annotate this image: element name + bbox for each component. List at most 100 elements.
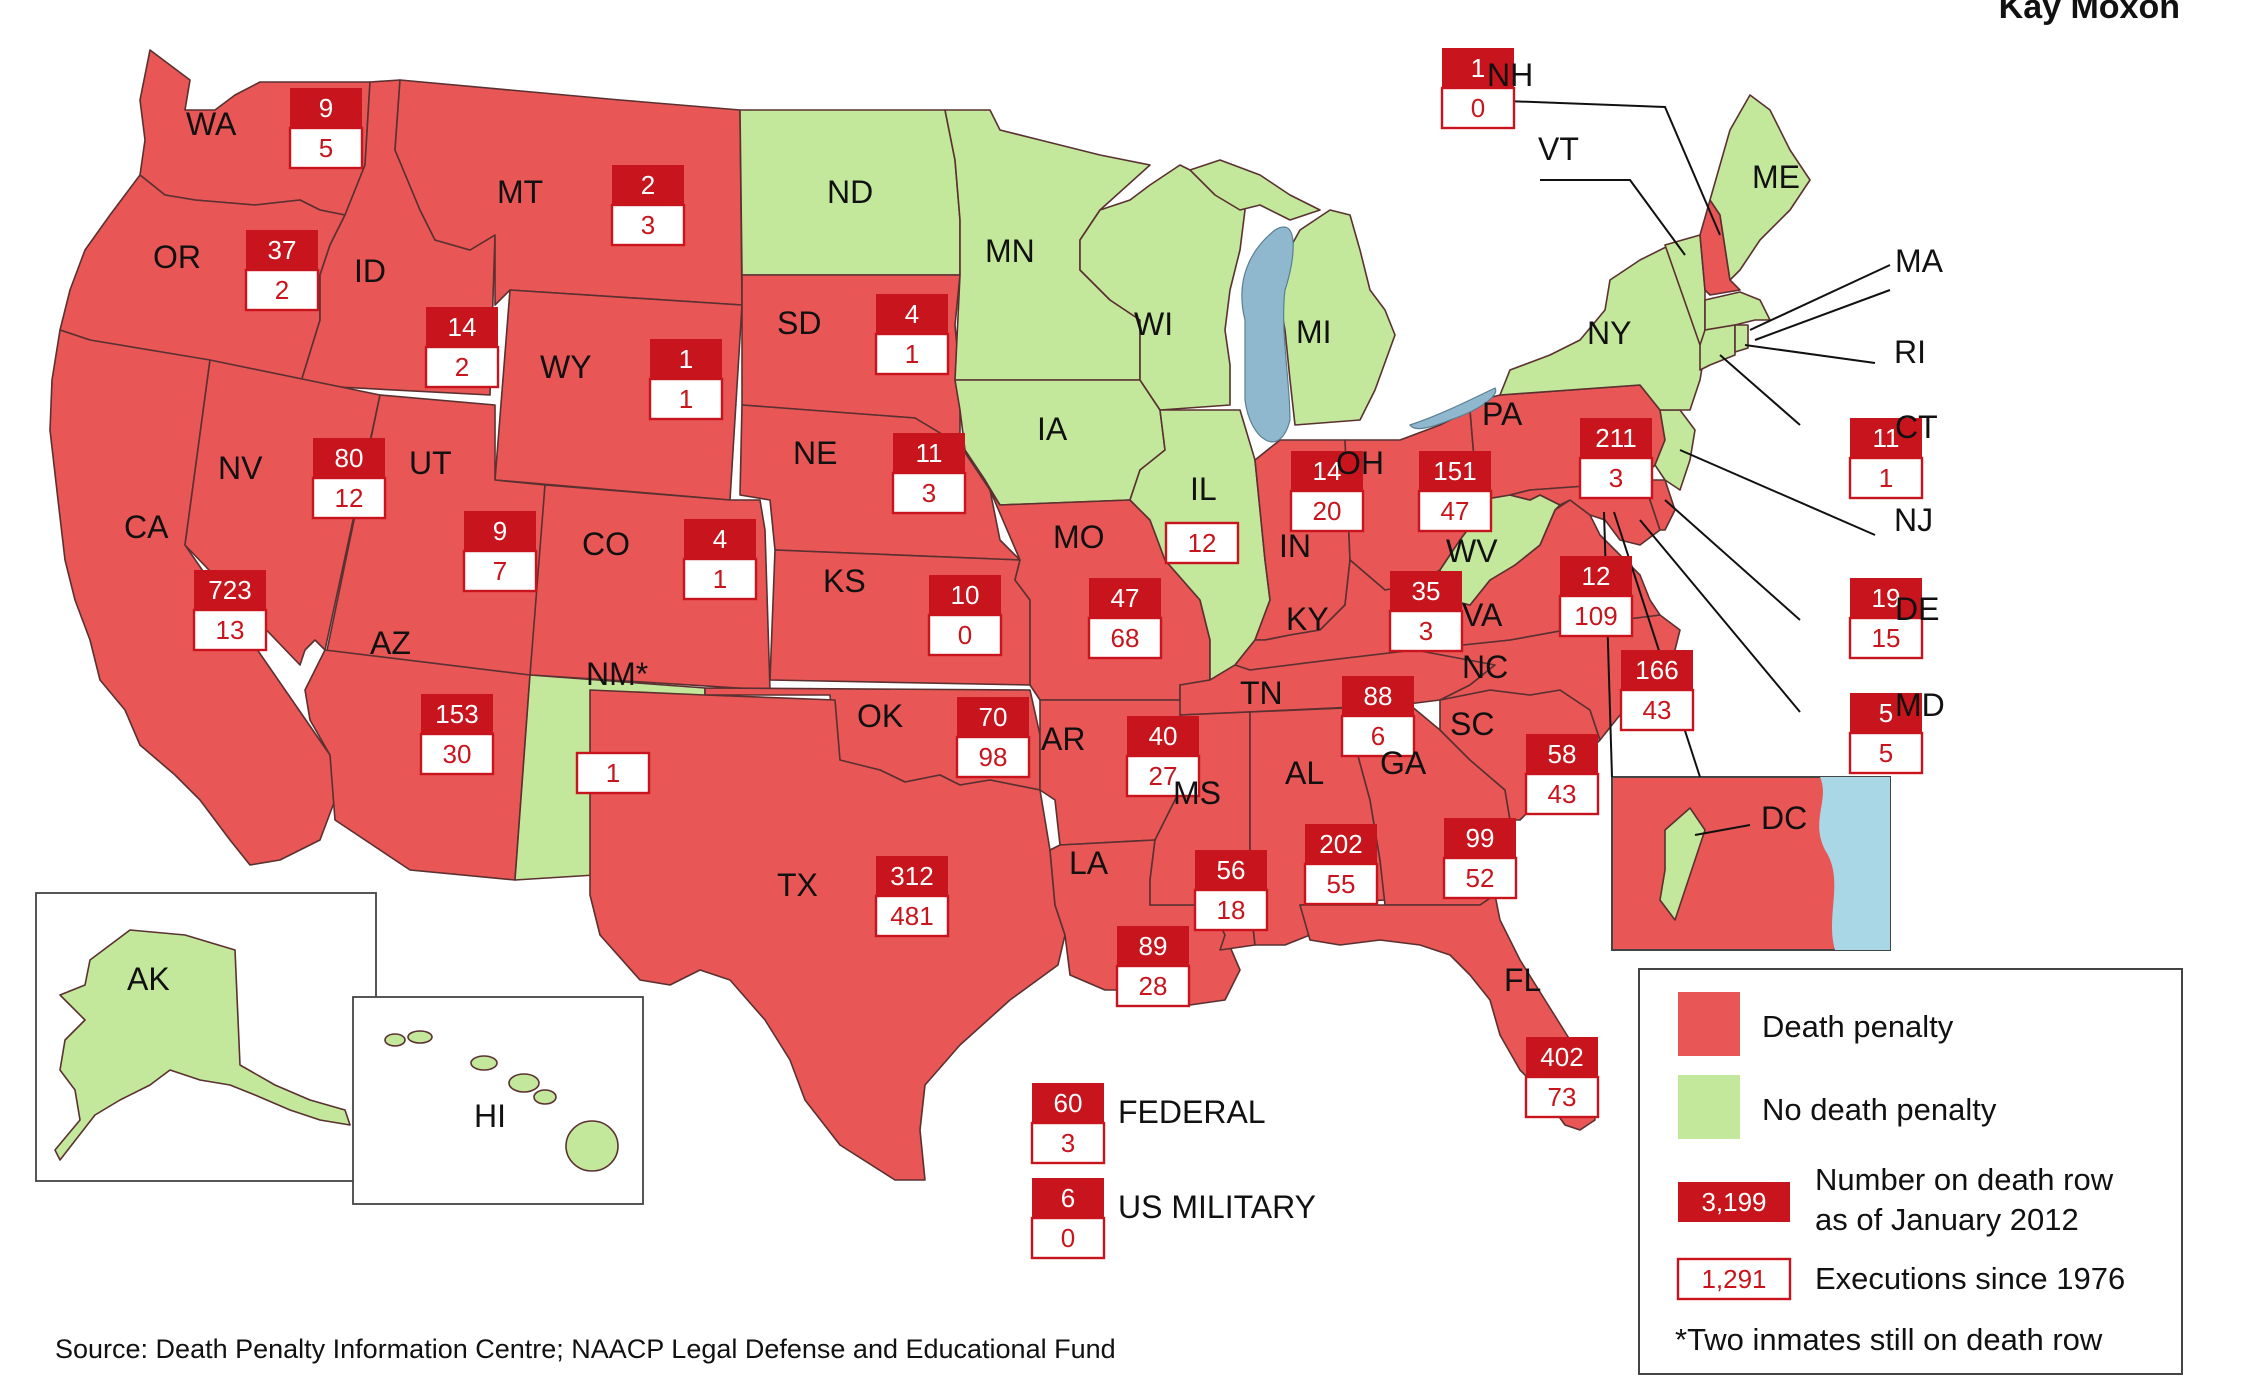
state-NV-executions-box [311,476,387,520]
state-AZ-death-row-box [421,694,493,734]
state-TX-death-row-box [876,856,948,896]
state-OR-executions-value: 2 [275,275,289,305]
state-VA-death-row-value: 12 [1582,561,1611,591]
label-IL: IL [1190,471,1217,507]
label-OR: OR [153,239,201,275]
us-military-executions-value: 0 [1061,1223,1075,1253]
legend-executions-box [1676,1257,1792,1301]
state-AR-death-row-box [1127,716,1199,756]
state-CT-death-row-value: 11 [1873,423,1900,453]
state-SD-executions-box [874,332,950,376]
state-NV-death-row-box [313,438,385,478]
state-WI [1079,164,1246,411]
state-NE-executions-box [891,471,967,515]
state-TN-executions-value: 6 [1371,721,1385,751]
label-ID: ID [354,253,386,289]
state-MD-executions-value: 5 [1879,738,1893,768]
label-LA: LA [1069,845,1109,881]
state-CO-death-row-box [684,519,756,559]
state-SC-executions-box [1524,772,1600,816]
leader-ct [1719,354,1801,426]
leader-lines [1479,99,1891,836]
state-DE-death-row-value: 19 [1872,583,1901,613]
state-IL-executions-value: 12 [1188,528,1217,558]
state-FL-executions-box [1524,1075,1600,1119]
state-KS-death-row-box [929,575,1001,615]
label-OK: OK [857,698,903,734]
state-MO-death-row-value: 47 [1111,583,1140,613]
state-GA-death-row-value: 99 [1466,823,1495,853]
state-LA-executions-box [1115,964,1191,1008]
us-military-death-row-value: 6 [1061,1183,1075,1213]
legend-death-row-line2: as of January 2012 [1815,1202,2079,1237]
state-CA-death-row-value: 723 [208,575,251,605]
state-LA-executions-value: 28 [1139,971,1168,1001]
label-MO: MO [1053,519,1105,555]
state-MT-death-row-value: 2 [641,170,655,200]
state-ID-death-row-box [426,307,498,347]
state-AZ-executions-value: 30 [443,739,472,769]
state-NV-executions-value: 12 [335,483,364,513]
label-AZ: AZ [370,625,411,661]
lake-erie [1409,387,1497,430]
state-NH-death-row-box [1442,48,1514,88]
label-FL: FL [1504,962,1541,998]
label-CO: CO [582,526,630,562]
state-MO-executions-box [1087,616,1163,660]
state-IN-executions-box [1289,489,1365,533]
hi-kauai [384,1033,406,1047]
state-TN-death-row-value: 88 [1364,681,1393,711]
state-KY-executions-value: 3 [1419,616,1433,646]
state-AL-executions-value: 55 [1327,869,1356,899]
state-CA-death-row-box [194,570,266,610]
state-CO-death-row-value: 4 [713,524,727,554]
state-VA-executions-box [1558,594,1634,638]
dc-water [1819,777,1890,950]
state-WY-death-row-value: 1 [679,344,693,374]
state-IL-executions-box [1164,521,1240,565]
state-TN-executions-box [1340,714,1416,758]
state-OH-executions-value: 47 [1441,496,1470,526]
state-KY-death-row-value: 35 [1412,576,1441,606]
state-DE-executions-box [1848,616,1924,660]
state-TX-executions-value: 481 [890,901,933,931]
state-OH-death-row-box [1419,451,1491,491]
state-PA-executions-value: 3 [1609,463,1623,493]
label-DE: DE [1895,591,1939,627]
label-AL: AL [1285,755,1324,791]
label-WY: WY [540,349,592,385]
state-DC [1659,807,1706,921]
label-MI: MI [1296,314,1332,350]
state-MD-death-row-value: 5 [1879,698,1893,728]
state-VA-executions-value: 109 [1574,601,1617,631]
state-OR-executions-box [244,268,320,312]
hi-oahu [407,1030,433,1044]
leader-dc [1694,824,1751,836]
state-FL-executions-value: 73 [1548,1082,1577,1112]
state-MS-death-row-box [1195,850,1267,890]
state-NE-death-row-box [893,433,965,473]
legend-executions-value: 1,291 [1701,1264,1766,1294]
state-KY-death-row-box [1390,571,1462,611]
state-CA-executions-value: 13 [216,615,245,645]
state-UT-death-row-value: 9 [493,516,507,546]
hi-molokai [470,1055,498,1071]
leader-ri [1744,344,1876,364]
state-FL [1299,894,1596,1131]
leader-ma-2 [1754,289,1891,341]
state-PA-executions-box [1578,456,1654,500]
state-MD-executions-box [1848,731,1924,775]
label-federal: FEDERAL [1118,1094,1266,1130]
state-OH-death-row-value: 151 [1433,456,1476,486]
state-RI [1734,324,1749,353]
label-MA: MA [1895,243,1944,279]
label-VT: VT [1538,131,1579,167]
label-TN: TN [1240,675,1283,711]
state-MS-executions-box [1193,888,1269,932]
state-AR-executions-value: 27 [1149,761,1178,791]
state-WY-executions-box [648,377,724,421]
state-TX-death-row-value: 312 [890,861,933,891]
state-KS-executions-box [927,613,1003,657]
label-PA: PA [1482,396,1523,432]
